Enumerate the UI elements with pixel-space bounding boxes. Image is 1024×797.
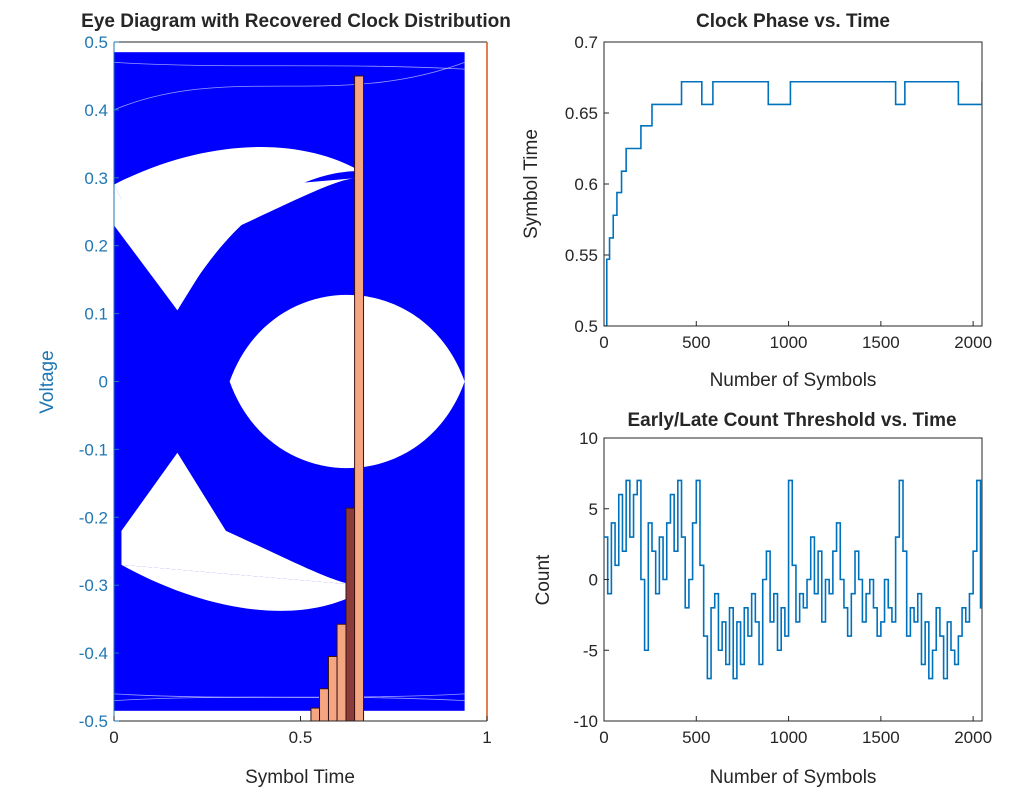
histogram-bar: [310, 707, 321, 721]
eye-x-axis-label: Symbol Time: [245, 767, 355, 788]
y-tick-label: 0.7: [574, 33, 598, 52]
clock-phase-series: [604, 80, 982, 326]
early-late-count-title: Early/Late Count Threshold vs. Time: [627, 410, 956, 431]
eye-y-axis-label: Voltage: [37, 350, 58, 413]
eye-trace-line: [114, 61, 465, 70]
histogram-bar: [319, 688, 329, 721]
y-tick-label: -0.1: [79, 440, 108, 459]
clock-phase-title: Clock Phase vs. Time: [696, 11, 890, 32]
early-late-count-line: [604, 479, 982, 680]
y-tick-label: 0.1: [84, 305, 108, 324]
y-tick-label: -0.3: [79, 576, 108, 595]
histogram-bar: [327, 655, 338, 721]
x-tick-label: 500: [682, 333, 710, 352]
eye-opening-center: [229, 294, 465, 469]
y-tick-label: 0.4: [84, 101, 108, 120]
y-tick-label: 0: [589, 571, 598, 590]
histogram-bar: [336, 623, 347, 721]
x-tick-label: 0.5: [289, 728, 313, 747]
x-tick-label: 2000: [954, 728, 992, 747]
early-late-count-series: [604, 479, 982, 680]
phase-y-axis-label: Symbol Time: [521, 129, 542, 239]
count-axes: 0 500 1000 1500 2000 -10 -5 0 5 10: [573, 429, 992, 747]
y-tick-label: 0.3: [84, 169, 108, 188]
clock-phase-panel: 0 500 1000 1500 2000 0.5 0.55 0.6 0.65 0.7 Clock …: [521, 11, 992, 391]
y-tick-label: 0: [99, 373, 108, 392]
eye-trace-line: [114, 693, 465, 702]
eye-diagram-panel: 0 0.5 1 -0.5 -0.4 -0.3 -0.2 -0.1 0 0.1 0.2 0.3 0.4 0.…: [37, 11, 511, 788]
eye-opening-upper-fill: [121, 177, 361, 311]
x-tick-label: 1500: [862, 728, 900, 747]
phase-x-axis-label: Number of Symbols: [710, 370, 877, 391]
x-tick-label: 1000: [770, 333, 808, 352]
y-tick-label: 0.5: [574, 317, 598, 336]
eye-diagram-title: Eye Diagram with Recovered Clock Distrib…: [81, 11, 511, 32]
y-tick-label: 5: [589, 500, 598, 519]
y-tick-label: 0.5: [84, 33, 108, 52]
y-tick-label: 0.2: [84, 237, 108, 256]
eye-trace-line: [114, 61, 465, 111]
count-y-axis-label: Count: [533, 554, 554, 605]
phase-plot-box: [603, 41, 983, 327]
eye-axes: 0 0.5 1 -0.5 -0.4 -0.3 -0.2 -0.1 0 0.1 0.2 0.3 0.4 0.…: [79, 33, 492, 747]
count-x-axis-label: Number of Symbols: [710, 767, 877, 788]
phase-axes: 0 500 1000 1500 2000 0.5 0.55 0.6 0.65 0.7: [565, 33, 992, 352]
histogram-bar: [354, 75, 365, 721]
y-tick-label: -0.4: [79, 644, 108, 663]
x-tick-label: 500: [682, 728, 710, 747]
eye-opening-lower: [121, 564, 361, 611]
x-tick-label: 1500: [862, 333, 900, 352]
x-tick-label: 0: [599, 728, 608, 747]
y-tick-label: 0.6: [574, 175, 598, 194]
clock-phase-line: [604, 80, 982, 326]
eye-traces: [114, 52, 465, 711]
y-tick-label: -0.5: [79, 712, 108, 731]
y-tick-label: -10: [573, 712, 598, 731]
x-tick-label: 1000: [770, 728, 808, 747]
x-tick-label: 0: [109, 728, 118, 747]
x-tick-label: 2000: [954, 333, 992, 352]
early-late-count-panel: 0 500 1000 1500 2000 -10 -5 0 5 10 Early/Late Cou…: [533, 410, 992, 788]
eye-opening-lower-fill: [121, 452, 361, 586]
y-tick-label: -5: [583, 641, 598, 660]
histogram-bar: [345, 507, 356, 721]
y-tick-label: -0.2: [79, 508, 108, 527]
x-tick-label: 1: [482, 728, 491, 747]
y-tick-label: 0.55: [565, 246, 598, 265]
y-tick-label: 10: [579, 429, 598, 448]
y-tick-label: 0.65: [565, 104, 598, 123]
x-tick-label: 0: [599, 333, 608, 352]
